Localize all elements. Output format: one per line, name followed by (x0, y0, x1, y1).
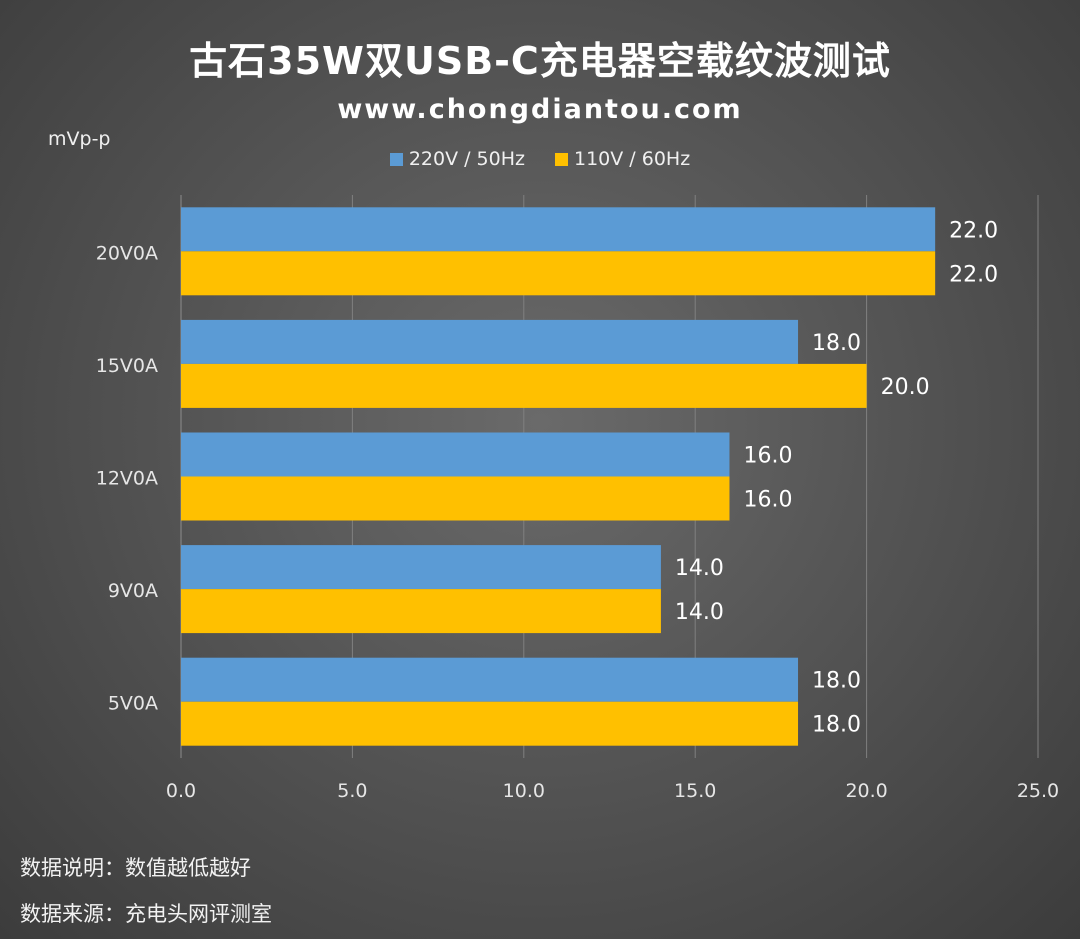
data-label-12v0a-series-1: 16.0 (743, 444, 792, 469)
x-tick-label-1: 5.0 (337, 780, 367, 802)
data-label-9v0a-series-2: 14.0 (675, 600, 724, 625)
bar-15v0a-series-2 (181, 363, 867, 408)
data-label-15v0a-series-1: 18.0 (812, 331, 861, 356)
data-label-5v0a-series-1: 18.0 (812, 669, 861, 694)
legend-item-series-1: 220V / 50Hz (389, 148, 525, 170)
legend-swatch-series-2 (555, 152, 568, 166)
legend-label-series-1: 220V / 50Hz (408, 148, 525, 170)
data-label-5v0a-series-2: 18.0 (812, 713, 861, 738)
category-label-5v0a: 5V0A (108, 693, 158, 715)
bar-12v0a-series-1 (181, 432, 730, 477)
bar-20v0a-series-2 (181, 251, 936, 296)
x-tick-label-3: 15.0 (674, 780, 716, 802)
bar-20v0a-series-1 (181, 207, 936, 252)
legend-swatch-series-1 (389, 152, 403, 166)
x-tick-label-2: 10.0 (503, 780, 545, 802)
category-label-12v0a: 12V0A (96, 468, 158, 490)
legend-label-series-2: 110V / 60Hz (574, 148, 691, 170)
bar-5v0a-series-2 (181, 701, 799, 746)
data-label-12v0a-series-2: 16.0 (743, 488, 792, 513)
bar-9v0a-series-1 (181, 545, 661, 590)
category-label-9v0a: 9V0A (108, 580, 158, 602)
legend: 220V / 50Hz 110V / 60Hz (0, 148, 1080, 170)
bar-15v0a-series-1 (181, 319, 799, 364)
bar-9v0a-series-2 (181, 589, 661, 634)
x-tick-label-4: 20.0 (845, 780, 887, 802)
bar-12v0a-series-2 (181, 476, 730, 521)
footnote-data-source: 数据来源：充电头网评测室 (20, 902, 272, 926)
chart-title: 古石35W双USB-C充电器空载纹波测试 (189, 39, 891, 83)
legend-item-series-2: 110V / 60Hz (555, 148, 690, 170)
data-label-9v0a-series-1: 14.0 (675, 556, 724, 581)
category-label-20v0a: 20V0A (96, 242, 158, 264)
chart-subtitle: www.chongdiantou.com (337, 94, 743, 125)
bar-5v0a-series-1 (181, 657, 799, 702)
data-label-20v0a-series-1: 22.0 (949, 218, 998, 243)
x-tick-label-0: 0.0 (166, 780, 196, 802)
category-label-15v0a: 15V0A (96, 355, 158, 377)
data-label-20v0a-series-2: 22.0 (949, 262, 998, 287)
x-tick-label-5: 25.0 (1017, 780, 1059, 802)
unit-label: mVp-p (48, 128, 111, 150)
footnote-data-description: 数据说明：数值越低越好 (20, 856, 251, 880)
data-label-15v0a-series-2: 20.0 (881, 375, 930, 400)
